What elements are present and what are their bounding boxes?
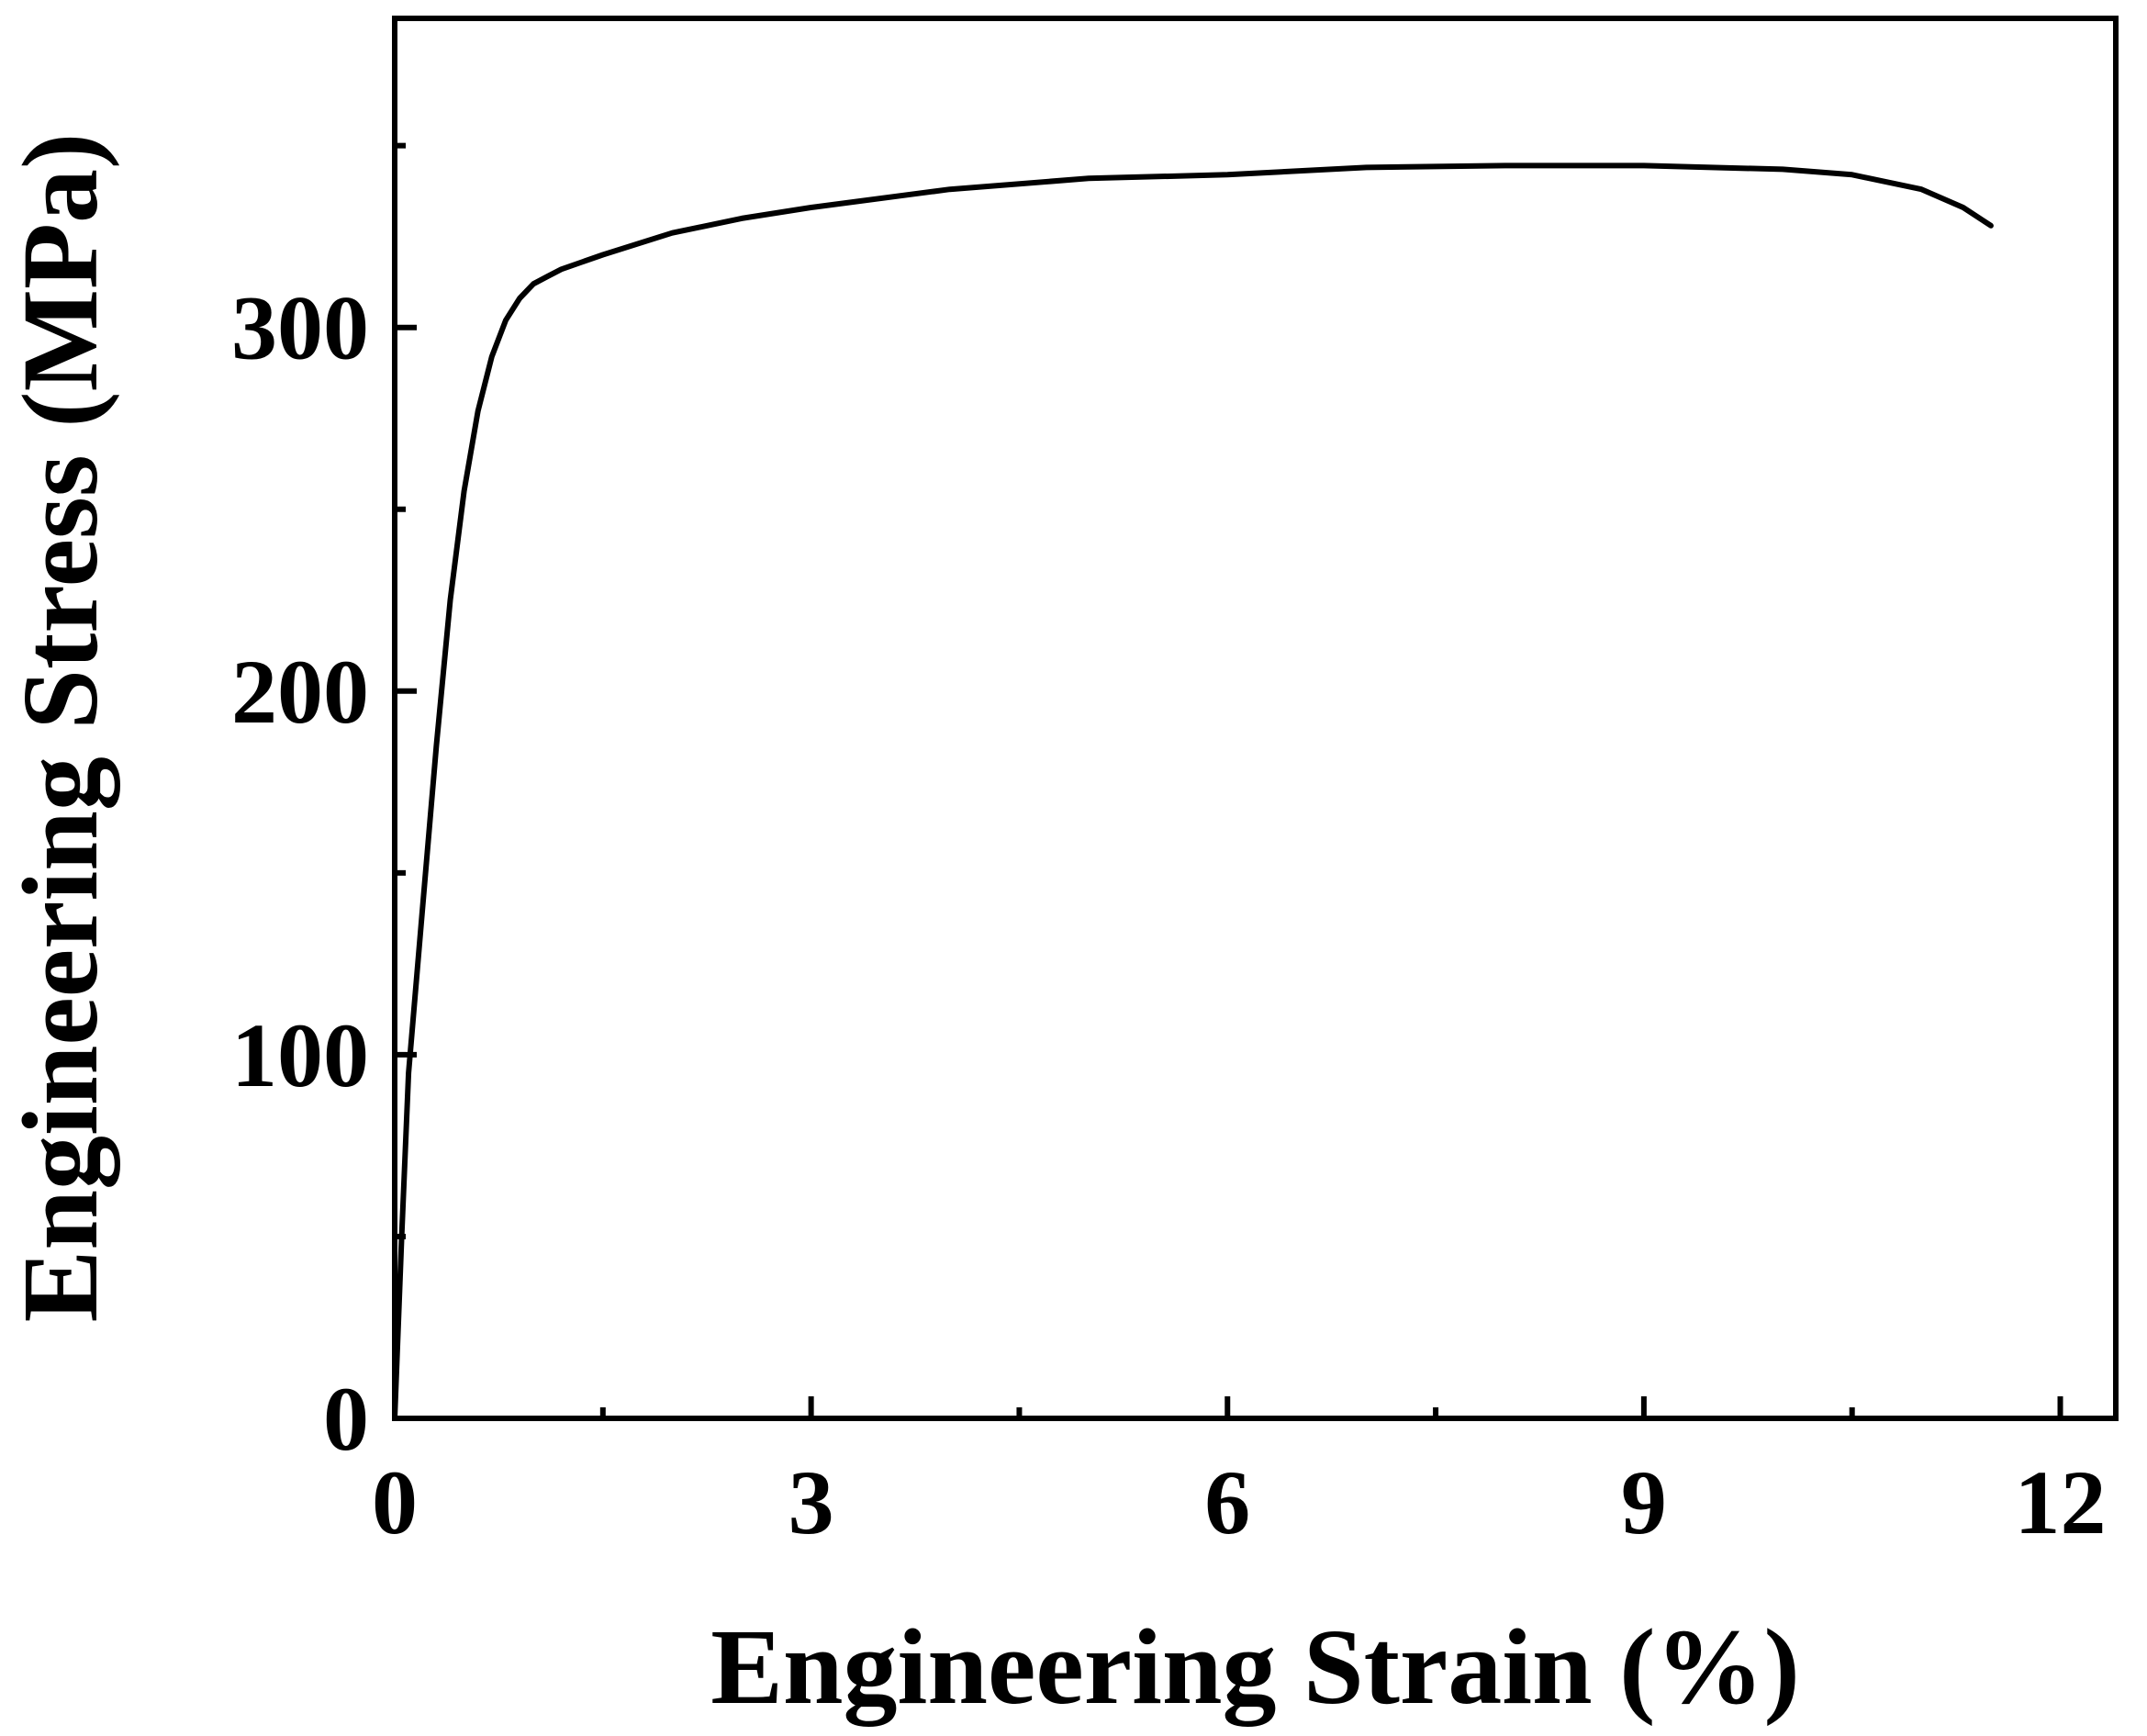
x-tick-label: 0	[372, 1451, 418, 1553]
plot-frame	[392, 16, 2119, 1421]
y-axis-title: Engineering Stress (MPa)	[0, 133, 120, 1323]
y-tick-label: 200	[231, 641, 369, 743]
x-tick-label: 3	[788, 1451, 834, 1553]
stress-strain-curve	[392, 162, 1994, 1421]
x-tick-label: 12	[2015, 1451, 2107, 1553]
x-tick-label: 9	[1621, 1451, 1667, 1553]
y-tick-label: 0	[323, 1368, 369, 1470]
x-axis-title: Engineering Strain (%)	[710, 1607, 1800, 1727]
y-tick-label: 300	[231, 277, 369, 379]
x-tick-label: 6	[1204, 1451, 1250, 1553]
y-tick-label: 100	[231, 1004, 369, 1106]
axis-ticks	[392, 142, 2063, 1421]
axis-tick-labels: 0 3 6 9 12 0 100 200 300	[231, 277, 2107, 1553]
